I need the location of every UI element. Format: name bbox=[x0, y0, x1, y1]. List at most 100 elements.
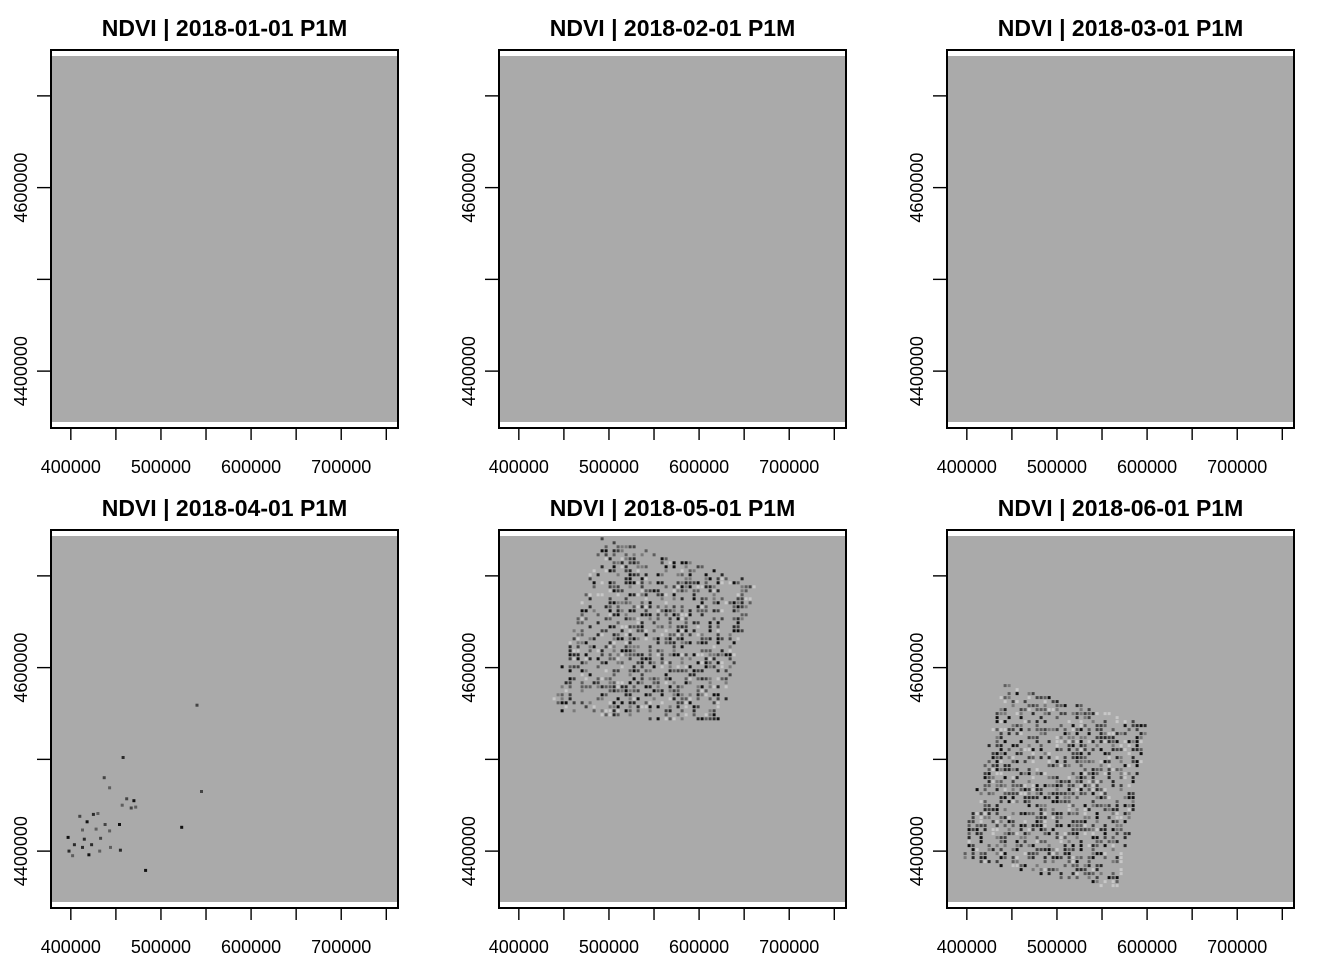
ndvi-pixel bbox=[624, 577, 628, 581]
x-tick-label: 400000 bbox=[41, 937, 101, 957]
ndvi-pixel bbox=[81, 828, 84, 832]
ndvi-pixel bbox=[628, 705, 632, 709]
ndvi-pixel bbox=[1115, 832, 1119, 836]
ndvi-pixel bbox=[612, 673, 616, 677]
ndvi-pixel bbox=[600, 593, 604, 597]
ndvi-pixel bbox=[1099, 884, 1103, 888]
ndvi-pixel bbox=[1071, 832, 1075, 836]
ndvi-pixel bbox=[640, 677, 644, 681]
ndvi-pixel bbox=[560, 709, 564, 713]
ndvi-pixel bbox=[616, 685, 620, 689]
ndvi-pixel bbox=[608, 589, 612, 593]
ndvi-pixel bbox=[580, 681, 584, 685]
ndvi-pixel bbox=[1043, 696, 1047, 700]
ndvi-pixel bbox=[1103, 772, 1107, 776]
ndvi-pixel bbox=[1079, 772, 1083, 776]
ndvi-pixel bbox=[1043, 708, 1047, 712]
ndvi-pixel bbox=[608, 677, 612, 681]
ndvi-pixel bbox=[1063, 792, 1067, 796]
ndvi-pixel bbox=[1007, 768, 1011, 772]
ndvi-pixel bbox=[1027, 692, 1031, 696]
ndvi-pixel bbox=[716, 641, 720, 645]
ndvi-pixel bbox=[736, 637, 740, 641]
ndvi-pixel bbox=[596, 685, 600, 689]
ndvi-pixel bbox=[672, 613, 676, 617]
ndvi-pixel bbox=[748, 585, 752, 589]
ndvi-pixel bbox=[564, 681, 568, 685]
ndvi-pixel bbox=[628, 657, 632, 661]
ndvi-pixel bbox=[1083, 792, 1087, 796]
ndvi-pixel bbox=[1003, 740, 1007, 744]
ndvi-pixel bbox=[1083, 872, 1087, 876]
ndvi-pixel bbox=[684, 653, 688, 657]
ndvi-pixel bbox=[1035, 836, 1039, 840]
ndvi-pixel bbox=[999, 840, 1003, 844]
ndvi-pixel bbox=[740, 597, 744, 601]
ndvi-pixel bbox=[568, 685, 572, 689]
ndvi-pixel bbox=[1055, 832, 1059, 836]
ndvi-pixel bbox=[1071, 860, 1075, 864]
ndvi-pixel bbox=[999, 856, 1003, 860]
ndvi-pixel bbox=[1007, 828, 1011, 832]
ndvi-pixel bbox=[640, 605, 644, 609]
ndvi-pixel bbox=[1071, 724, 1075, 728]
ndvi-pixel bbox=[712, 657, 716, 661]
ndvi-pixel bbox=[1131, 808, 1135, 812]
ndvi-pixel bbox=[1079, 844, 1083, 848]
ndvi-pixel bbox=[700, 677, 704, 681]
ndvi-pixel bbox=[1007, 820, 1011, 824]
ndvi-pixel bbox=[1091, 740, 1095, 744]
ndvi-pixel bbox=[712, 601, 716, 605]
ndvi-pixel bbox=[576, 653, 580, 657]
ndvi-pixel bbox=[1087, 864, 1091, 868]
ndvi-pixel bbox=[660, 689, 664, 693]
ndvi-pixel bbox=[560, 665, 564, 669]
ndvi-pixel bbox=[1067, 720, 1071, 724]
ndvi-pixel bbox=[991, 756, 995, 760]
ndvi-pixel bbox=[620, 589, 624, 593]
ndvi-pixel bbox=[1023, 788, 1027, 792]
ndvi-pixel bbox=[660, 693, 664, 697]
ndvi-pixel bbox=[688, 585, 692, 589]
ndvi-pixel bbox=[967, 840, 971, 844]
ndvi-pixel bbox=[1099, 780, 1103, 784]
ndvi-pixel bbox=[1099, 840, 1103, 844]
ndvi-pixel bbox=[708, 713, 712, 717]
ndvi-pixel bbox=[1079, 828, 1083, 832]
ndvi-pixel bbox=[628, 637, 632, 641]
ndvi-pixel bbox=[704, 677, 708, 681]
ndvi-pixel bbox=[1107, 776, 1111, 780]
ndvi-pixel bbox=[1079, 848, 1083, 852]
ndvi-pixel bbox=[999, 760, 1003, 764]
ndvi-pixel bbox=[1051, 816, 1055, 820]
ndvi-pixel bbox=[704, 597, 708, 601]
ndvi-pixel bbox=[640, 705, 644, 709]
ndvi-pixel bbox=[636, 617, 640, 621]
ndvi-pixel bbox=[963, 856, 967, 860]
x-tick-label: 600000 bbox=[669, 937, 729, 957]
ndvi-pixel bbox=[1079, 736, 1083, 740]
ndvi-pixel bbox=[676, 581, 680, 585]
ndvi-pixel bbox=[987, 844, 991, 848]
ndvi-pixel bbox=[736, 597, 740, 601]
ndvi-pixel bbox=[632, 653, 636, 657]
panel-title: NDVI | 2018-01-01 P1M bbox=[102, 15, 348, 41]
ndvi-pixel bbox=[668, 617, 672, 621]
ndvi-pixel bbox=[560, 701, 564, 705]
ndvi-pixel bbox=[568, 653, 572, 657]
ndvi-pixel bbox=[684, 617, 688, 621]
x-tick-label: 700000 bbox=[1207, 937, 1267, 957]
ndvi-pixel bbox=[612, 541, 616, 545]
ndvi-pixel bbox=[608, 601, 612, 605]
ndvi-pixel bbox=[652, 681, 656, 685]
ndvi-pixel bbox=[1083, 744, 1087, 748]
ndvi-pixel bbox=[680, 637, 684, 641]
ndvi-pixel bbox=[1047, 848, 1051, 852]
ndvi-pixel bbox=[1015, 848, 1019, 852]
ndvi-pixel bbox=[1067, 852, 1071, 856]
ndvi-pixel bbox=[987, 808, 991, 812]
ndvi-pixel bbox=[1015, 760, 1019, 764]
ndvi-pixel bbox=[1055, 728, 1059, 732]
ndvi-pixel bbox=[1067, 792, 1071, 796]
ndvi-pixel bbox=[987, 744, 991, 748]
